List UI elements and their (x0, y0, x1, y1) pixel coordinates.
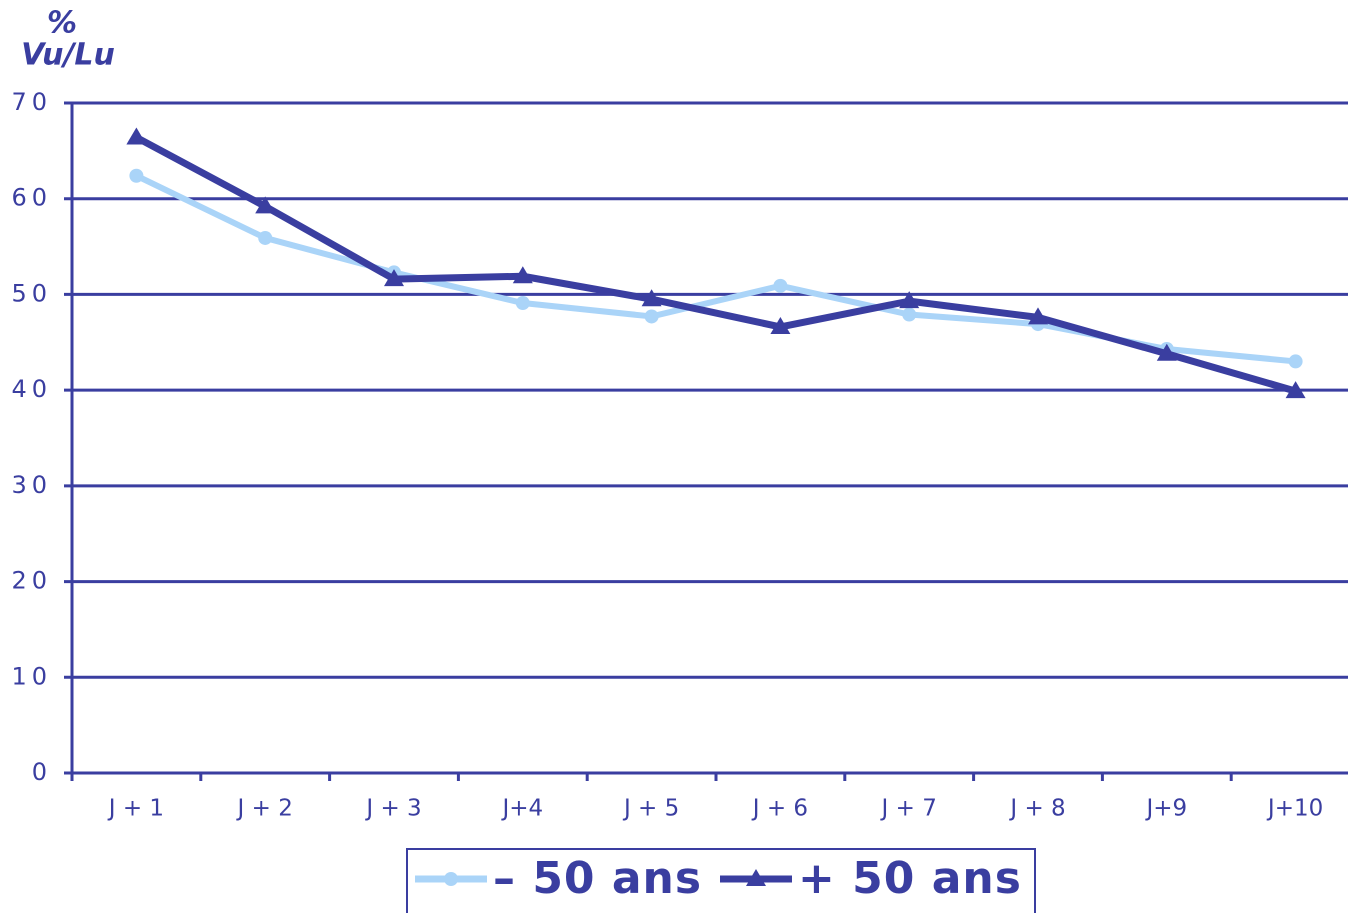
x-tick-label: J+4 (500, 796, 543, 822)
data-point (773, 278, 788, 293)
x-tick-label: J + 5 (622, 796, 679, 822)
x-tick-label: J + 7 (880, 796, 937, 822)
legend-label: – 50 ans (493, 853, 702, 904)
data-point (126, 127, 147, 145)
y-tick-label: 0 (32, 758, 52, 786)
data-point (255, 196, 276, 214)
series-line (134, 134, 1297, 395)
x-tick-label: J+9 (1144, 796, 1187, 822)
series-line (135, 173, 1296, 365)
data-point (641, 289, 662, 307)
legend-label: + 50 ans (798, 853, 1022, 904)
data-point (644, 309, 659, 324)
data-point (1156, 343, 1177, 361)
data-point (512, 266, 533, 284)
y-tick-label: 20 (11, 567, 52, 595)
y-tick-label: 50 (11, 279, 52, 307)
data-point (1288, 354, 1303, 369)
x-tick-label: J + 6 (751, 796, 808, 822)
data-point (258, 230, 273, 245)
y-tick-label: 30 (11, 471, 52, 499)
y-tick-label: 70 (11, 88, 52, 116)
data-point (1285, 381, 1306, 399)
x-tick-label: J+10 (1266, 796, 1323, 822)
data-point (384, 269, 404, 287)
y-tick-label: 60 (11, 184, 52, 212)
x-tick-label: J + 3 (364, 796, 421, 822)
y-unit: % (47, 6, 77, 41)
legend-marker (444, 872, 458, 886)
legend-marker (746, 869, 766, 886)
data-point (515, 296, 530, 311)
data-point (770, 316, 791, 334)
y-axis-label: Vu/Lu (21, 38, 115, 73)
data-point (902, 307, 917, 322)
x-tick-label: J + 1 (107, 796, 164, 822)
data-point (1028, 307, 1048, 325)
data-point (899, 291, 920, 309)
y-tick-label: 10 (11, 662, 52, 690)
x-tick-label: J + 8 (1008, 796, 1065, 822)
x-tick-label: J + 2 (236, 796, 293, 822)
y-tick-label: 40 (11, 375, 52, 403)
data-point (129, 168, 144, 183)
